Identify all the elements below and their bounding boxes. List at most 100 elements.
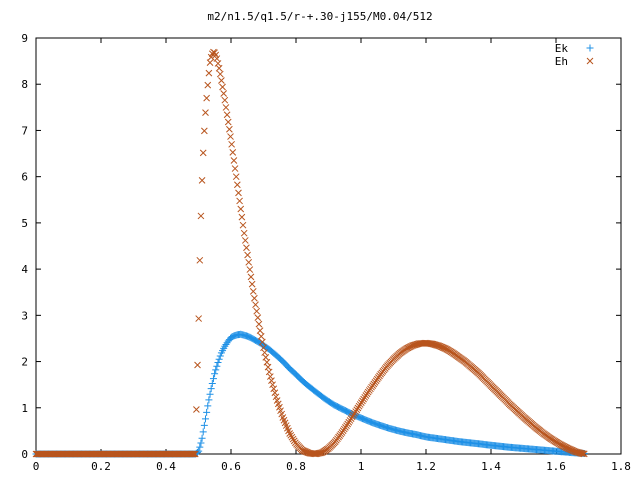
- data-point: [254, 314, 262, 321]
- data-point: [202, 109, 209, 117]
- data-point: [206, 390, 214, 398]
- data-point: [197, 439, 205, 447]
- x-tick-label: 0.6: [221, 460, 241, 473]
- legend-label: Ek: [555, 42, 569, 55]
- data-point: [248, 280, 256, 288]
- data-point: [233, 181, 241, 189]
- data-point: [204, 402, 212, 410]
- data-point: [240, 229, 248, 237]
- y-tick-label: 0: [21, 448, 28, 461]
- data-point: [253, 307, 261, 315]
- data-point: [256, 327, 264, 334]
- data-point: [204, 81, 212, 89]
- data-point: [230, 157, 238, 164]
- data-point: [317, 449, 324, 457]
- chart-title: m2/n1.5/q1.5/r-+.30-j155/M0.04/512: [207, 10, 432, 23]
- plot-frame: [35, 37, 622, 455]
- y-tick-label: 7: [21, 124, 28, 137]
- data-point: [286, 430, 294, 437]
- series-layer: [32, 48, 588, 458]
- data-point: [259, 338, 266, 346]
- data-point: [251, 294, 258, 302]
- data-point: [222, 104, 230, 111]
- data-point: [288, 433, 296, 441]
- data-point: [255, 320, 263, 328]
- data-point: [290, 437, 298, 445]
- data-point: [191, 450, 199, 458]
- data-point: [208, 380, 216, 388]
- data-point: [245, 258, 253, 266]
- y-tick-label: 6: [21, 171, 28, 184]
- legend-label: Eh: [555, 55, 568, 68]
- data-point: [198, 434, 206, 442]
- data-point: [228, 140, 236, 148]
- data-point: [207, 385, 215, 393]
- data-point: [198, 177, 206, 184]
- y-tick-label: 5: [21, 217, 28, 230]
- data-point: [270, 385, 278, 393]
- x-tick-label: 0.8: [286, 460, 306, 473]
- y-tick-label: 3: [21, 309, 28, 322]
- data-point: [203, 408, 211, 416]
- data-point: [227, 133, 234, 140]
- y-tick-label: 1: [21, 402, 28, 415]
- data-point: [206, 59, 214, 66]
- data-point: [197, 212, 205, 220]
- data-point: [271, 389, 279, 397]
- data-point: [272, 393, 280, 401]
- legend-marker: [586, 57, 594, 65]
- data-point: [247, 273, 255, 281]
- data-point: [215, 355, 223, 363]
- data-point: [252, 301, 259, 309]
- data-point: [249, 288, 257, 295]
- data-point: [265, 368, 273, 376]
- data-point: [199, 149, 207, 157]
- data-point: [201, 415, 209, 423]
- data-point: [209, 375, 217, 383]
- data-point: [220, 90, 228, 97]
- x-tick-label: 0.2: [91, 460, 111, 473]
- data-point: [219, 83, 226, 91]
- data-point: [214, 358, 222, 366]
- x-tick-label: 1.2: [416, 460, 436, 473]
- data-point: [196, 443, 204, 451]
- data-point: [246, 266, 254, 273]
- data-point: [238, 213, 246, 221]
- series-eh: [32, 48, 588, 458]
- data-point: [287, 431, 295, 439]
- data-point: [218, 77, 225, 84]
- data-point: [226, 125, 233, 133]
- axis-ticks: 0 0.2 0.4 0.6 0.8 1 1.2 1.4 1.6 1.8 0 1 2 3 4 5 6 7 8 9: [21, 32, 631, 473]
- y-tick-label: 4: [21, 263, 28, 276]
- data-point: [200, 421, 208, 429]
- data-point: [266, 373, 274, 380]
- y-tick-label: 9: [21, 32, 28, 45]
- data-point: [223, 111, 231, 119]
- data-point: [268, 377, 275, 384]
- data-point: [269, 381, 276, 389]
- x-tick-label: 1.8: [611, 460, 631, 473]
- data-point: [224, 118, 232, 126]
- y-tick-label: 2: [21, 356, 28, 369]
- data-point: [289, 435, 297, 443]
- data-point: [235, 189, 242, 197]
- data-point: [579, 450, 587, 458]
- data-point: [239, 221, 247, 229]
- data-point: [229, 149, 237, 156]
- data-point: [195, 315, 203, 322]
- data-point: [199, 428, 207, 436]
- data-point: [237, 205, 245, 213]
- data-point: [189, 450, 197, 458]
- y-tick-label: 8: [21, 78, 28, 91]
- data-point: [213, 362, 221, 370]
- data-point: [196, 256, 204, 264]
- data-point: [212, 366, 220, 374]
- data-point: [215, 64, 223, 72]
- data-point: [232, 173, 240, 181]
- data-point: [203, 94, 210, 102]
- x-tick-label: 0.4: [156, 460, 176, 473]
- data-point: [205, 396, 213, 404]
- data-point: [216, 70, 224, 78]
